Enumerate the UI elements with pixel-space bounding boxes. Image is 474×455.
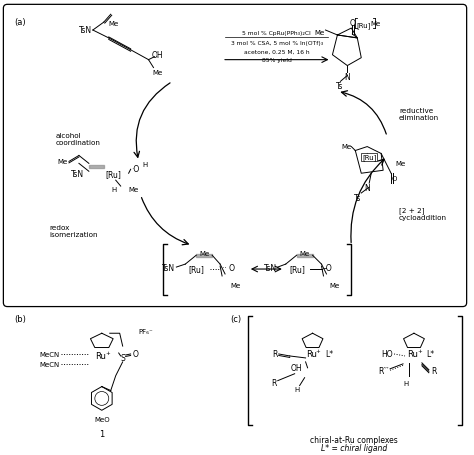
- Text: N: N: [365, 184, 370, 192]
- Text: L*: L*: [426, 350, 434, 359]
- Text: –O: –O: [322, 263, 332, 272]
- Text: Me: Me: [395, 161, 405, 167]
- Text: Me: Me: [128, 187, 139, 192]
- Text: TsN: TsN: [71, 169, 84, 178]
- Text: +: +: [106, 350, 110, 355]
- Text: R: R: [273, 350, 278, 359]
- Text: MeCN: MeCN: [40, 351, 60, 357]
- Text: H: H: [111, 187, 116, 192]
- Text: 1: 1: [99, 429, 104, 438]
- Text: reductive
elimination: reductive elimination: [399, 108, 439, 121]
- Text: 3 mol % CSA, 5 mol % In(OTf)₃: 3 mol % CSA, 5 mol % In(OTf)₃: [231, 41, 323, 46]
- Text: 85% yield: 85% yield: [262, 58, 292, 62]
- Text: L* = chiral ligand: L* = chiral ligand: [321, 443, 387, 452]
- Text: H: H: [294, 386, 300, 392]
- Text: N: N: [345, 72, 350, 81]
- Text: MeO: MeO: [94, 416, 109, 422]
- Text: MeCN: MeCN: [40, 361, 60, 367]
- Text: TsN: TsN: [79, 26, 92, 35]
- Text: H: H: [403, 380, 409, 386]
- Text: alcohol
coordination: alcohol coordination: [56, 133, 101, 146]
- Text: R′′′: R′′′: [378, 366, 389, 375]
- Text: Me: Me: [153, 69, 163, 76]
- Text: PF₆⁻: PF₆⁻: [138, 329, 153, 334]
- Text: TsN: TsN: [264, 263, 277, 272]
- Text: Me: Me: [58, 159, 68, 165]
- Text: Ts: Ts: [336, 82, 343, 91]
- Text: Me: Me: [370, 21, 381, 27]
- Text: Me: Me: [300, 251, 310, 257]
- Text: R: R: [431, 366, 436, 375]
- Text: 5 mol % CpRu(PPh₃)₂Cl: 5 mol % CpRu(PPh₃)₂Cl: [242, 31, 311, 36]
- Text: +: +: [316, 348, 320, 353]
- Text: (a): (a): [14, 18, 26, 27]
- Text: S: S: [120, 354, 125, 363]
- Text: L*: L*: [326, 350, 334, 359]
- Text: Me: Me: [230, 282, 240, 288]
- Text: [Ru]: [Ru]: [188, 265, 204, 274]
- Text: (b): (b): [14, 315, 26, 324]
- Text: ·O: ·O: [131, 164, 139, 173]
- Text: (c): (c): [230, 315, 241, 324]
- FancyBboxPatch shape: [3, 5, 466, 307]
- Text: Ru: Ru: [306, 350, 317, 359]
- Text: [Ru]: [Ru]: [362, 154, 376, 161]
- Text: Me: Me: [341, 143, 351, 149]
- Text: ·· O: ·· O: [222, 263, 235, 272]
- Text: acetone, 0.25 M, 16 h: acetone, 0.25 M, 16 h: [244, 50, 310, 55]
- Text: [Ru]: [Ru]: [356, 22, 371, 29]
- Text: Me: Me: [199, 251, 210, 257]
- Text: OH: OH: [291, 364, 302, 373]
- Text: +: +: [417, 348, 422, 353]
- Text: O: O: [349, 19, 355, 28]
- Text: OH: OH: [152, 51, 163, 60]
- Text: R: R: [272, 378, 277, 387]
- Text: [Ru]: [Ru]: [106, 169, 122, 178]
- Text: Me: Me: [329, 282, 340, 288]
- Text: [Ru]: [Ru]: [290, 265, 306, 274]
- Text: [2 + 2]
cycloaddition: [2 + 2] cycloaddition: [399, 207, 447, 220]
- Text: TsN: TsN: [162, 263, 175, 272]
- Text: Ru: Ru: [408, 350, 419, 359]
- Text: Me: Me: [314, 30, 325, 36]
- Text: H: H: [143, 162, 148, 168]
- Text: Ru: Ru: [95, 352, 106, 361]
- Text: O: O: [133, 350, 138, 359]
- Text: HO: HO: [382, 350, 393, 359]
- Text: redox
isomerization: redox isomerization: [49, 224, 98, 238]
- Text: O: O: [392, 176, 398, 182]
- Text: Ts: Ts: [354, 193, 361, 202]
- Text: Me: Me: [109, 21, 119, 27]
- Text: chiral-at-Ru complexes: chiral-at-Ru complexes: [310, 435, 398, 444]
